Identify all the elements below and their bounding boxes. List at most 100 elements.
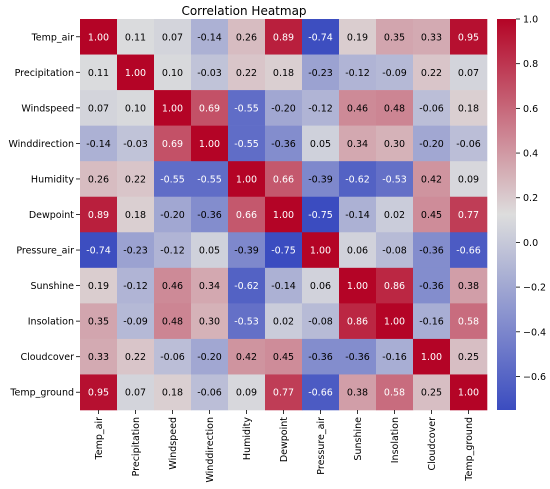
x-tick-label: Humidity	[242, 417, 253, 460]
heatmap-cell	[80, 303, 118, 340]
cell-value-label: 0.19	[88, 281, 109, 292]
heatmap-cell	[302, 232, 340, 269]
cell-value-label: -0.62	[234, 281, 259, 292]
heatmap-cell	[80, 19, 118, 55]
cell-value-label: 1.00	[384, 317, 405, 328]
cell-value-label: 1.00	[310, 246, 331, 257]
colorbar-tick-label: 1.0	[523, 15, 538, 26]
cell-value-label: -0.36	[308, 352, 333, 363]
y-tick-label: Humidity	[31, 174, 74, 185]
cell-value-label: 0.18	[162, 388, 183, 399]
heatmap-cell	[413, 161, 451, 198]
cell-value-label: 0.69	[199, 103, 220, 114]
colorbar-tick-label: −0.4	[523, 327, 546, 338]
heatmap-cell	[191, 338, 229, 375]
heatmap-cell	[376, 90, 414, 126]
cell-value-label: 0.34	[199, 281, 220, 292]
y-axis-tick-labels: Temp_air Precipitation Windspeed Winddirect…	[8, 32, 80, 399]
heatmap-cell	[228, 19, 266, 55]
heatmap-cell	[450, 303, 488, 340]
heatmap-cell	[191, 54, 229, 91]
x-tick-label: Temp_ground	[464, 417, 475, 482]
heatmap-cell	[265, 232, 303, 269]
heatmap-cells: 1.00 0.11 0.07 -0.14 0.26 0.89 -0.74 0.19 0.35 0.…	[80, 19, 488, 411]
heatmap-cell	[80, 90, 118, 126]
cell-value-label: -0.06	[419, 103, 444, 114]
cell-value-label: 0.06	[310, 281, 331, 292]
cell-value-label: -0.66	[308, 388, 333, 399]
heatmap-cell	[80, 374, 118, 411]
cell-value-label: 0.10	[125, 103, 146, 114]
cell-value-label: 0.05	[310, 139, 331, 150]
heatmap-cell	[339, 161, 377, 198]
heatmap-cell	[413, 54, 451, 91]
cell-value-label: 0.48	[384, 103, 405, 114]
heatmap-cell	[117, 19, 155, 55]
cell-value-label: 0.69	[162, 139, 183, 150]
cell-value-label: 0.38	[458, 281, 479, 292]
heatmap-cell	[191, 125, 229, 162]
heatmap-cell	[265, 374, 303, 411]
heatmap-cell	[413, 196, 451, 233]
cell-value-label: 0.22	[125, 174, 146, 185]
heatmap-cell	[339, 90, 377, 126]
cell-value-label: 0.33	[421, 32, 442, 43]
heatmap-cell	[117, 125, 155, 162]
cell-value-label: -0.20	[160, 210, 185, 221]
heatmap-cell	[450, 125, 488, 162]
cell-value-label: 0.86	[384, 281, 405, 292]
cell-value-label: 0.58	[458, 317, 479, 328]
cell-value-label: 0.34	[347, 139, 368, 150]
cell-value-label: 0.18	[125, 210, 146, 221]
cell-value-label: -0.75	[308, 210, 333, 221]
heatmap-cell	[117, 374, 155, 411]
heatmap-cell	[450, 232, 488, 269]
y-tick-label: Precipitation	[15, 68, 74, 79]
heatmap-cell	[265, 90, 303, 126]
cell-value-label: 0.09	[458, 174, 479, 185]
heatmap-cell	[302, 19, 340, 55]
heatmap-cell	[265, 125, 303, 162]
cell-value-label: -0.23	[123, 246, 148, 257]
x-tick-label: Precipitation	[131, 417, 142, 476]
cell-value-label: -0.36	[197, 210, 222, 221]
cell-value-label: 1.00	[88, 32, 109, 43]
heatmap-cell	[376, 19, 414, 55]
cell-value-label: -0.12	[308, 103, 333, 114]
heatmap-cell	[413, 338, 451, 375]
cell-value-label: -0.74	[308, 32, 333, 43]
cell-value-label: 0.95	[88, 388, 109, 399]
colorbar-tick-label: −0.6	[523, 372, 546, 383]
heatmap-cell	[376, 232, 414, 269]
heatmap-cell	[228, 232, 266, 269]
heatmap-cell	[117, 303, 155, 340]
heatmap-cell	[265, 303, 303, 340]
cell-value-label: -0.55	[234, 139, 259, 150]
cell-value-label: 0.66	[273, 174, 294, 185]
heatmap-cell	[80, 54, 118, 91]
cell-value-label: 0.58	[384, 388, 405, 399]
heatmap-cell	[413, 19, 451, 55]
heatmap-cell	[376, 374, 414, 411]
heatmap-cell	[339, 267, 377, 304]
cell-value-label: 0.22	[236, 68, 257, 79]
cell-value-label: -0.20	[419, 139, 444, 150]
heatmap-cell	[80, 161, 118, 198]
heatmap-cell	[80, 125, 118, 162]
heatmap-cell	[117, 90, 155, 126]
cell-value-label: 0.22	[421, 68, 442, 79]
y-tick-label: Winddirection	[8, 139, 74, 150]
cell-value-label: -0.55	[160, 174, 185, 185]
colorbar-tick-label: 0.0	[523, 238, 538, 249]
cell-value-label: 0.18	[458, 103, 479, 114]
colorbar-tick-label: 0.2	[523, 193, 538, 204]
x-tick-label: Insolation	[390, 417, 401, 463]
cell-value-label: 0.07	[458, 68, 479, 79]
heatmap-cell	[191, 267, 229, 304]
heatmap-cell	[413, 125, 451, 162]
heatmap-cell	[80, 338, 118, 375]
heatmap-cell	[80, 196, 118, 233]
heatmap-cell	[376, 125, 414, 162]
cell-value-label: -0.14	[271, 281, 296, 292]
heatmap-cell	[191, 232, 229, 269]
